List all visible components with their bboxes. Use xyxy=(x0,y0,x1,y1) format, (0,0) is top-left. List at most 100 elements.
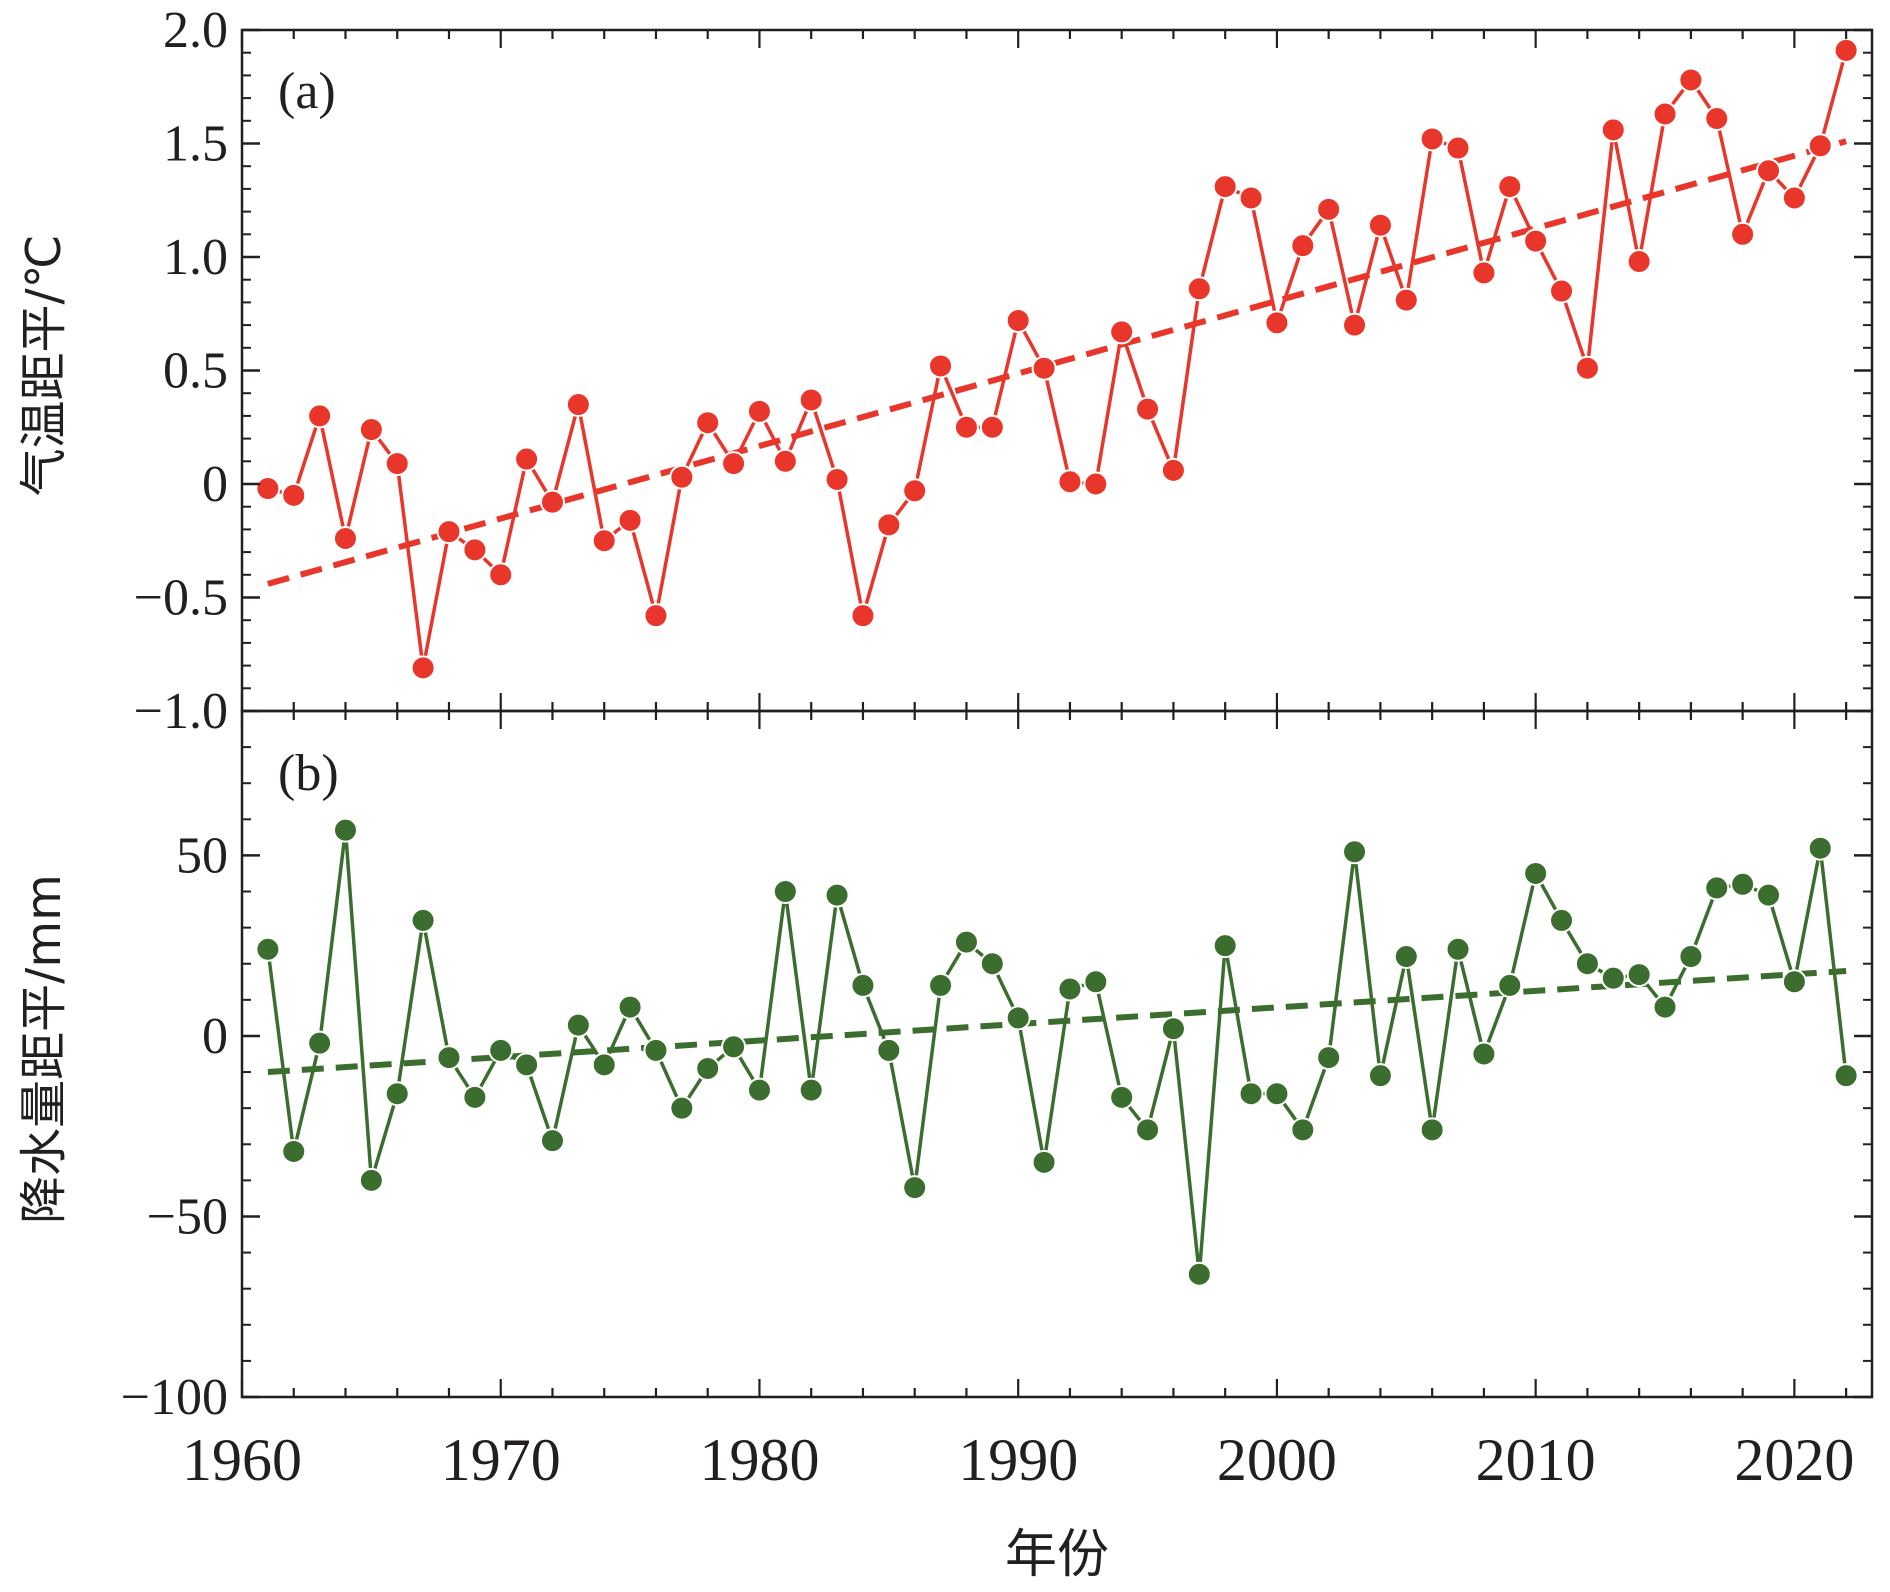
temp-y-tick-label: 1.5 xyxy=(163,116,228,173)
temp-data-point xyxy=(928,353,954,379)
x-tick-label: 1960 xyxy=(182,1427,302,1493)
panel-a-frame xyxy=(240,28,1874,713)
precip-data-point xyxy=(1549,907,1575,933)
temp-data-point xyxy=(1186,276,1212,302)
precip-data-point xyxy=(1445,936,1471,962)
precip-data-point xyxy=(384,1081,410,1107)
temp-data-point xyxy=(824,466,850,492)
precip-data-point xyxy=(1807,835,1833,861)
precip-data-point xyxy=(772,879,798,905)
temp-data-point xyxy=(1342,312,1368,338)
temp-data-point xyxy=(1393,287,1419,313)
precip-data-point xyxy=(1523,860,1549,886)
precip-data-point xyxy=(1574,951,1600,977)
precip-trend-line xyxy=(267,967,1847,1076)
temp-data-point xyxy=(617,507,643,533)
precip-data-point xyxy=(1626,962,1652,988)
temp-data-point xyxy=(1212,174,1238,200)
temp-data-point xyxy=(902,478,928,504)
precip-data-point xyxy=(1756,882,1782,908)
precip-data-point xyxy=(565,1012,591,1038)
precip-y-tick-label: 50 xyxy=(176,827,228,884)
temp-data-point xyxy=(1549,278,1575,304)
precip-data-point xyxy=(1316,1045,1342,1071)
temp-data-point xyxy=(669,464,695,490)
temp-data-point xyxy=(1652,101,1678,127)
temp-data-point xyxy=(1005,308,1031,334)
precip-data-point xyxy=(281,1138,307,1164)
precip-data-point xyxy=(824,882,850,908)
precip-data-point xyxy=(332,817,358,843)
precip-data-point xyxy=(1704,875,1730,901)
temp-data-point xyxy=(1471,260,1497,286)
temp-data-point xyxy=(1833,37,1859,63)
temp-data-point xyxy=(1497,174,1523,200)
temp-data-point xyxy=(1600,117,1626,143)
temp-data-point xyxy=(1807,133,1833,159)
precip-data-point xyxy=(1419,1117,1445,1143)
temp-data-point xyxy=(1367,212,1393,238)
panel-a-label: (a) xyxy=(278,63,336,120)
precip-data-point xyxy=(488,1037,514,1063)
precip-data-point xyxy=(1393,944,1419,970)
precip-data-point xyxy=(255,936,281,962)
temp-data-point xyxy=(1031,355,1057,381)
temp-data-point xyxy=(332,525,358,551)
precip-data-point xyxy=(1083,969,1109,995)
temp-data-point xyxy=(255,476,281,502)
x-tick-label: 1990 xyxy=(958,1427,1078,1493)
temp-data-point xyxy=(1160,457,1186,483)
temp-data-point xyxy=(1574,355,1600,381)
precip-data-point xyxy=(902,1175,928,1201)
temp-data-point xyxy=(721,451,747,477)
precip-data-point xyxy=(1186,1261,1212,1287)
temp-data-point xyxy=(850,603,876,629)
panel-b-y-axis-title: 降水量距平/mm xyxy=(16,874,72,1224)
precip-data-point xyxy=(307,1030,333,1056)
precip-data-point xyxy=(1005,1005,1031,1031)
temp-data-point xyxy=(1678,67,1704,93)
precip-data-point xyxy=(953,929,979,955)
panel-b-label: (b) xyxy=(278,745,339,802)
temp-data-point xyxy=(1238,185,1264,211)
precip-data-point xyxy=(1212,933,1238,959)
precip-data-point xyxy=(1367,1063,1393,1089)
temp-data-point xyxy=(462,537,488,563)
temp-data-point xyxy=(281,482,307,508)
x-axis-title: 年份 xyxy=(1005,1525,1109,1585)
temp-data-point xyxy=(565,392,591,418)
precip-data-point xyxy=(1160,1016,1186,1042)
precip-data-point xyxy=(1730,871,1756,897)
precip-data-point xyxy=(617,994,643,1020)
precip-data-point xyxy=(514,1052,540,1078)
temp-data-point xyxy=(1135,396,1161,422)
panel-b-frame xyxy=(240,709,1874,1399)
precip-data-point xyxy=(1290,1117,1316,1143)
temp-data-point xyxy=(1109,319,1135,345)
temp-data-point xyxy=(1781,185,1807,211)
precip-y-tick-label: 0 xyxy=(202,1008,228,1065)
precip-data-point xyxy=(1135,1117,1161,1143)
precip-data-point xyxy=(1833,1063,1859,1089)
temp-trend-line xyxy=(267,138,1847,587)
x-tick-label: 1980 xyxy=(699,1427,819,1493)
precip-data-point xyxy=(928,972,954,998)
precip-data-point xyxy=(1678,944,1704,970)
x-tick-label: 2000 xyxy=(1217,1427,1337,1493)
x-axis-tick-labels: 1960 1970 1980 1990 2000 2010 2020 xyxy=(182,1427,1854,1493)
temp-y-tick-label: 0 xyxy=(202,456,228,513)
temp-data-point xyxy=(410,655,436,681)
temp-data-point xyxy=(1316,196,1342,222)
temp-data-point xyxy=(1290,233,1316,259)
temp-data-point xyxy=(1264,310,1290,336)
precip-data-point xyxy=(876,1037,902,1063)
temp-y-tick-label: 2.0 xyxy=(163,2,228,59)
temp-data-point xyxy=(1419,126,1445,152)
precip-data-point xyxy=(1600,965,1626,991)
temp-y-tick-label: 0.5 xyxy=(163,343,228,400)
precip-data-point xyxy=(1031,1149,1057,1175)
temp-data-point xyxy=(1445,135,1471,161)
temp-data-point xyxy=(591,528,617,554)
precip-data-point xyxy=(695,1055,721,1081)
